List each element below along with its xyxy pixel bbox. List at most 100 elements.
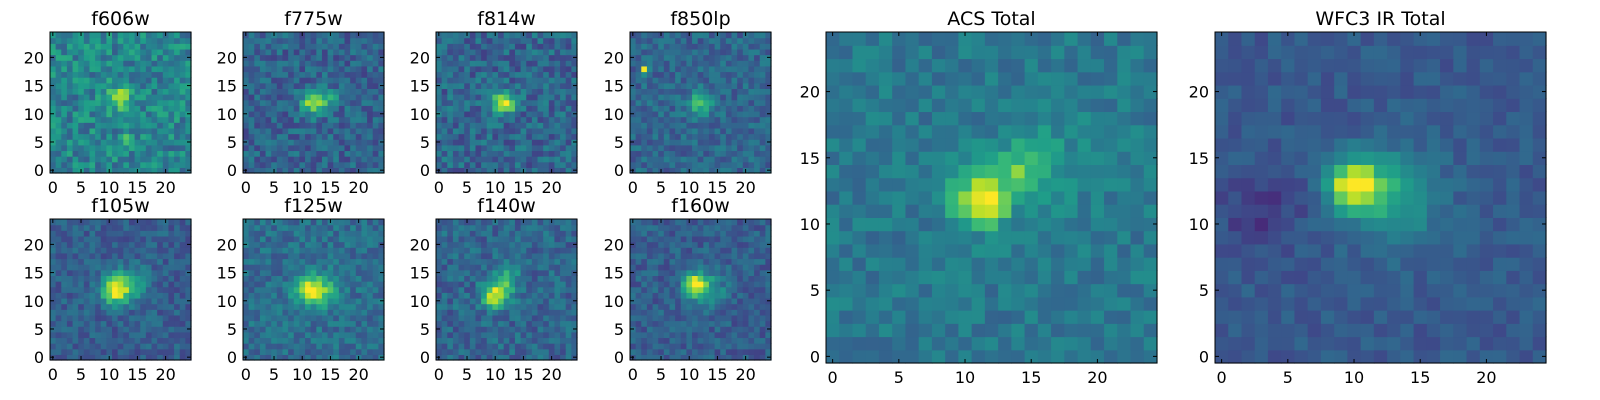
heatmap-cell [447, 139, 454, 146]
heatmap-cell [663, 281, 671, 288]
heatmap-cell [703, 65, 710, 73]
panel-title: f105w [91, 195, 150, 217]
heatmap-cell [50, 343, 57, 350]
heatmap-cell [168, 150, 175, 157]
heatmap-cell [100, 156, 107, 163]
heatmap-cell [293, 320, 300, 327]
heatmap-cell [742, 326, 750, 333]
heatmap-cell [293, 348, 300, 355]
heatmap-cell [276, 286, 284, 293]
heatmap-cell [344, 235, 351, 243]
heatmap-cell [703, 127, 710, 135]
heatmap-cell [514, 88, 522, 95]
heatmap-cell [243, 303, 250, 310]
heatmap-cell [641, 122, 648, 129]
heatmap-cell [243, 343, 250, 350]
heatmap-cell [151, 303, 158, 310]
heatmap-cell [720, 88, 727, 95]
heatmap-cell [78, 337, 85, 344]
heatmap-cell [123, 269, 130, 276]
heatmap-cell [680, 303, 687, 310]
heatmap-cell [748, 314, 755, 322]
heatmap-cell [498, 241, 505, 248]
heatmap-cell [492, 337, 499, 344]
heatmap-cell [100, 309, 107, 316]
heatmap-cell [458, 286, 465, 293]
heatmap-cell [372, 127, 379, 135]
heatmap-cell [254, 337, 261, 344]
heatmap-cell [157, 167, 164, 174]
heatmap-cell [720, 43, 727, 50]
heatmap-cell [378, 94, 385, 101]
heatmap-cell [66, 219, 74, 226]
heatmap-cell [560, 150, 567, 157]
heatmap-cell [475, 32, 482, 39]
heatmap-cell [259, 241, 267, 248]
heatmap-cell [509, 275, 516, 282]
heatmap-cell [151, 156, 158, 163]
heatmap-cell [248, 94, 255, 101]
heatmap-cell [50, 156, 57, 163]
heatmap-cell [531, 60, 539, 67]
heatmap-cell [157, 48, 164, 56]
heatmap-cell [89, 331, 96, 339]
heatmap-cell [134, 320, 141, 327]
heatmap-cell [754, 127, 761, 135]
heatmap-cell [288, 105, 295, 112]
heatmap-cell [492, 71, 499, 78]
heatmap-cell [310, 94, 317, 101]
heatmap-cell [106, 292, 113, 299]
heatmap-cell [526, 156, 533, 163]
heatmap-cell [140, 241, 147, 248]
heatmap-cell [436, 150, 443, 157]
heatmap-cell [378, 32, 385, 39]
heatmap-cell [168, 309, 175, 316]
heatmap-cell [469, 337, 477, 344]
heatmap-cell [652, 269, 659, 276]
heatmap-cell [106, 275, 113, 282]
heatmap-cell [50, 60, 57, 67]
heatmap-cell [731, 77, 738, 84]
heatmap-cell [514, 314, 522, 322]
heatmap-cell [703, 48, 710, 56]
heatmap-cell [305, 235, 312, 243]
heatmap-cell [243, 71, 250, 78]
heatmap-cell [61, 99, 68, 106]
heatmap-cell [338, 264, 346, 271]
heatmap-cell [276, 235, 284, 243]
heatmap-cell [55, 258, 62, 265]
heatmap-cell [731, 37, 738, 44]
heatmap-cell [293, 247, 300, 254]
heatmap-cell [327, 48, 334, 56]
heatmap-cell [554, 269, 561, 276]
heatmap-cell [265, 275, 272, 282]
heatmap-cell [271, 281, 278, 288]
heatmap-cell [720, 127, 727, 135]
heatmap-cell [361, 144, 368, 152]
heatmap-cell [554, 65, 561, 73]
heatmap-cell [708, 37, 716, 44]
heatmap-cell [157, 247, 164, 254]
heatmap-cell [652, 127, 659, 135]
heatmap-cell [754, 110, 761, 118]
heatmap-cell [293, 110, 300, 118]
heatmap-cell [441, 219, 448, 226]
heatmap-cell [321, 77, 329, 84]
heatmap-cell [469, 144, 477, 152]
heatmap-cell [276, 219, 284, 226]
heatmap-cell [725, 161, 733, 168]
heatmap-cell [731, 127, 738, 135]
heatmap-cell [560, 116, 567, 123]
x-tick-label: 0 [48, 365, 58, 384]
heatmap-cell [520, 292, 527, 299]
heatmap-cell [151, 337, 158, 344]
heatmap-cell [100, 269, 107, 276]
heatmap-cell [367, 60, 374, 67]
heatmap-cell [565, 337, 572, 344]
heatmap-cell [692, 144, 699, 152]
heatmap-cell [179, 281, 186, 288]
heatmap-cell [355, 258, 363, 265]
heatmap-cell [543, 105, 550, 112]
heatmap-cell [299, 337, 306, 344]
